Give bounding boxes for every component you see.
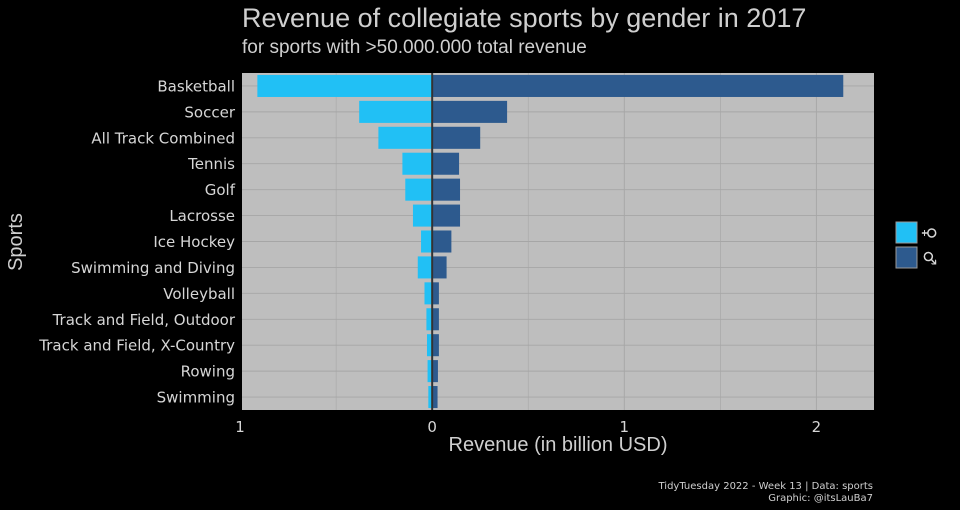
category-label: Soccer bbox=[184, 103, 235, 121]
bar-male bbox=[432, 308, 439, 331]
bar-male bbox=[432, 282, 439, 305]
category-label: Swimming bbox=[157, 389, 235, 407]
bar-female bbox=[405, 178, 433, 201]
category-label: Rowing bbox=[181, 363, 235, 381]
bar-male bbox=[432, 178, 461, 201]
bar-female bbox=[417, 256, 433, 279]
bar-female bbox=[421, 230, 433, 253]
bar-male bbox=[432, 360, 438, 383]
bar-male bbox=[432, 230, 452, 253]
category-label: Swimming and Diving bbox=[71, 259, 235, 277]
x-tick-labels: 1 0 1 2 bbox=[235, 418, 821, 436]
bar-female bbox=[402, 152, 433, 175]
bar-male bbox=[432, 126, 481, 149]
legend-label: ♂ bbox=[919, 250, 939, 265]
caption-line-1: TidyTuesday 2022 - Week 13 | Data: sport… bbox=[658, 481, 874, 492]
chart-title: Revenue of collegiate sports by gender i… bbox=[242, 3, 806, 33]
bar-male bbox=[432, 334, 439, 357]
y-axis-title: Sports bbox=[5, 213, 27, 271]
chart-subtitle: for sports with >50.000.000 total revenu… bbox=[242, 37, 587, 58]
category-label: Track and Field, Outdoor bbox=[52, 311, 236, 329]
bar-male bbox=[432, 74, 844, 97]
bar-male bbox=[432, 386, 438, 409]
x-tick-label: 2 bbox=[812, 418, 822, 436]
bar-male bbox=[432, 204, 461, 227]
legend: ♀♂ bbox=[895, 221, 939, 269]
category-label: Tennis bbox=[187, 155, 235, 173]
bar-male bbox=[432, 100, 508, 123]
bar-male bbox=[432, 152, 460, 175]
bar-female bbox=[426, 334, 433, 357]
category-labels: Basketball Soccer All Track Combined Tennis… bbox=[38, 77, 236, 406]
x-axis-title: Revenue (in billion USD) bbox=[449, 434, 668, 456]
caption-line-2: Graphic: @itsLauBa7 bbox=[768, 493, 873, 504]
x-tick-label: 1 bbox=[235, 418, 245, 436]
bar-female bbox=[412, 204, 433, 227]
legend-label: ♀ bbox=[919, 227, 939, 239]
bar-female bbox=[427, 360, 433, 383]
category-label: Track and Field, X-Country bbox=[38, 337, 235, 355]
category-label: Lacrosse bbox=[169, 207, 235, 225]
category-label: All Track Combined bbox=[91, 129, 235, 147]
x-tick-label: 1 bbox=[620, 418, 630, 436]
category-label: Golf bbox=[205, 181, 236, 199]
category-label: Ice Hockey bbox=[153, 233, 235, 251]
bar-female bbox=[257, 74, 433, 97]
x-tick-label: 0 bbox=[427, 418, 437, 436]
legend-key bbox=[895, 246, 918, 269]
bars bbox=[257, 74, 844, 409]
bar-female bbox=[424, 282, 433, 305]
category-label: Volleyball bbox=[163, 285, 235, 303]
category-label: Basketball bbox=[157, 77, 235, 95]
bar-male bbox=[432, 256, 447, 279]
bar-female bbox=[426, 308, 433, 331]
bar-female bbox=[378, 126, 433, 149]
grid-lines bbox=[242, 73, 874, 410]
legend-key bbox=[895, 221, 918, 244]
bar-female bbox=[428, 386, 433, 409]
bar-female bbox=[359, 100, 433, 123]
